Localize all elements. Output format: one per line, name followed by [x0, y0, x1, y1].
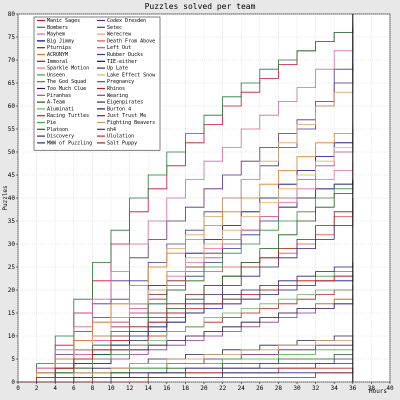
x-tick-label: 10 — [107, 385, 115, 392]
y-tick-label: 35 — [8, 218, 16, 225]
y-tick-label: 20 — [8, 287, 16, 294]
x-tick-label: 38 — [368, 385, 376, 392]
y-tick-label: 5 — [11, 356, 15, 363]
y-tick-label: 0 — [11, 379, 15, 386]
y-tick-label: 80 — [8, 11, 16, 18]
x-tick-label: 28 — [275, 385, 283, 392]
legend-entry: Lake Effect Snow — [107, 72, 156, 78]
legend-entry: Bombers — [47, 25, 68, 31]
legend-entry: Burton 4 — [107, 106, 131, 112]
legend-entry: Pregnancy — [107, 79, 134, 85]
legend-entry: Unseen — [47, 72, 65, 78]
legend-entry: The God Squad — [47, 79, 86, 85]
x-tick-label: 40 — [386, 385, 394, 392]
x-tick-label: 8 — [91, 385, 95, 392]
x-tick-label: 20 — [200, 385, 208, 392]
y-tick-label: 75 — [8, 34, 16, 41]
legend-entry: Too Much Clue — [47, 86, 86, 92]
chart-title: Puzzles solved per team — [145, 2, 256, 11]
series-line — [18, 372, 353, 383]
y-tick-label: 60 — [8, 103, 16, 110]
y-tick-label: 50 — [8, 149, 16, 156]
legend-entry: Mayhem — [47, 32, 65, 38]
legend-entry: Piranhas — [47, 93, 71, 99]
x-axis-label: Hours — [369, 388, 387, 395]
series-line — [18, 37, 354, 383]
legend-entry: Racing Turtles — [47, 113, 89, 119]
series-line — [18, 27, 354, 383]
y-tick-label: 70 — [8, 57, 16, 64]
x-tick-label: 36 — [349, 385, 357, 392]
tick-labels: 0 2 4 6 8 10 12 14 16 18 20 22 24 26 28 30 32 34 36 38 40051… — [8, 11, 394, 392]
x-tick-label: 24 — [238, 385, 246, 392]
x-tick-label: 4 — [53, 385, 57, 392]
legend-entry: Setec — [107, 25, 122, 31]
x-tick-label: 18 — [182, 385, 190, 392]
y-tick-label: 10 — [8, 333, 16, 340]
legend-entry: Wearing — [107, 93, 128, 99]
legend-entry: Pie — [47, 120, 56, 126]
legend: Manic Sages Codex Dresden Bombers Setec Mayh… — [33, 16, 161, 151]
series-line — [18, 133, 354, 383]
x-tick-label: 14 — [145, 385, 153, 392]
legend-entry: Sparkle Motion — [47, 66, 89, 72]
legend-entry: Platoon — [47, 127, 68, 133]
y-tick-label: 40 — [8, 195, 16, 202]
x-tick-label: 30 — [293, 385, 301, 392]
series-line — [18, 124, 354, 383]
y-tick-label: 65 — [8, 80, 16, 87]
legend-entry: Pturnips — [47, 45, 71, 51]
series-line — [18, 285, 354, 383]
legend-entry: TIE-either — [107, 59, 137, 65]
legend-entry: Werecrew — [107, 32, 132, 38]
legend-entry: Fighting Beavers — [107, 120, 155, 126]
legend-entry: Discovery — [47, 134, 74, 140]
x-tick-label: 6 — [72, 385, 76, 392]
legend-entry: nh4 — [107, 127, 116, 133]
legend-entry: Big Jimmy — [47, 38, 74, 44]
y-tick-label: 25 — [8, 264, 16, 271]
legend-entry: Immoral — [47, 59, 68, 65]
x-tick-label: 32 — [312, 385, 320, 392]
x-tick-label: 34 — [331, 385, 339, 392]
legend-entry: Aluminati — [47, 106, 74, 112]
legend-entry: Manic Sages — [47, 18, 80, 24]
legend-entry: A-Team — [47, 100, 65, 106]
legend-entry: Ululation — [107, 134, 134, 140]
x-tick-label: 0 — [16, 385, 20, 392]
legend-entry: Eigenpirates — [107, 100, 143, 106]
series-line — [18, 336, 354, 383]
legend-entry: Rubber Ducks — [107, 52, 143, 58]
legend-entry: Death From Above — [107, 38, 155, 44]
x-tick-label: 2 — [35, 385, 39, 392]
legend-entry: Salt Puppy — [107, 140, 137, 146]
legend-entry: Rhinos — [107, 86, 125, 92]
y-tick-label: 55 — [8, 126, 16, 133]
x-tick-label: 26 — [256, 385, 264, 392]
x-tick-label: 12 — [126, 385, 134, 392]
y-tick-label: 45 — [8, 172, 16, 179]
legend-box — [33, 16, 161, 151]
legend-entry: Codex Dresden — [107, 18, 146, 24]
legend-entry: Left Out — [107, 45, 131, 51]
series-lines — [18, 23, 354, 383]
x-tick-label: 16 — [163, 385, 171, 392]
x-tick-label: 22 — [219, 385, 227, 392]
series-line — [18, 275, 353, 383]
legend-entry: Just Trust Me — [107, 113, 146, 119]
legend-entry: ACRONYM — [47, 52, 68, 58]
y-axis-label: Puzzles — [2, 185, 9, 211]
y-tick-label: 15 — [8, 310, 16, 317]
legend-entry: MWW of Puzzling — [47, 140, 92, 146]
legend-entry: Up Late — [107, 66, 128, 72]
y-tick-label: 30 — [8, 241, 16, 248]
